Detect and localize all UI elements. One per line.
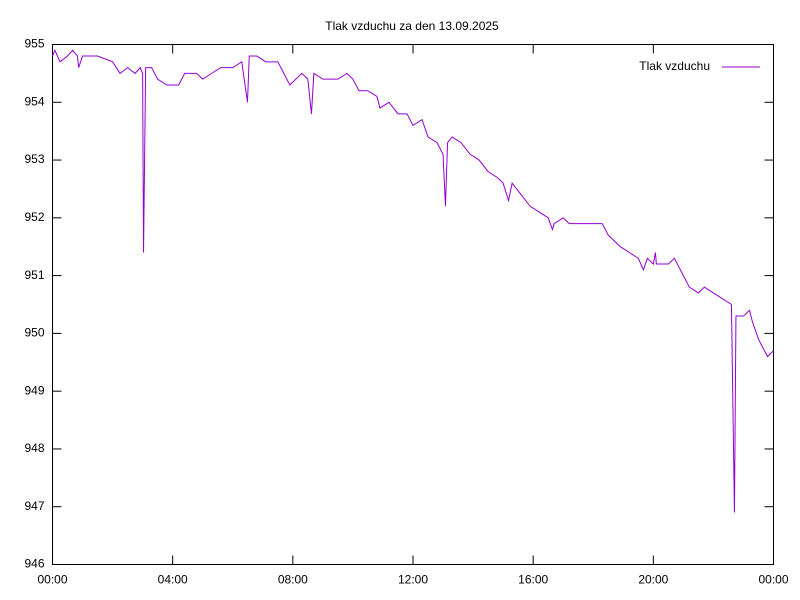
x-tick-label: 04:00 <box>158 573 188 587</box>
y-tick-label: 946 <box>24 557 44 571</box>
y-tick-label: 955 <box>24 37 44 51</box>
x-tick-label: 08:00 <box>278 573 308 587</box>
data-line <box>52 49 774 513</box>
chart-title: Tlak vzduchu za den 13.09.2025 <box>325 19 499 33</box>
y-tick-label: 953 <box>24 152 44 166</box>
x-tick-label: 00:00 <box>758 573 788 587</box>
y-tick-label: 948 <box>24 441 44 455</box>
y-tick-label: 947 <box>24 499 44 513</box>
y-tick-label: 954 <box>24 94 44 108</box>
y-tick-label: 950 <box>24 326 44 340</box>
y-tick-label: 952 <box>24 210 44 224</box>
x-tick-label: 12:00 <box>398 573 428 587</box>
x-tick-label: 00:00 <box>37 573 67 587</box>
x-tick-label: 20:00 <box>638 573 668 587</box>
y-tick-label: 949 <box>24 383 44 397</box>
x-tick-label: 16:00 <box>518 573 548 587</box>
legend-label: Tlak vzduchu <box>639 59 710 73</box>
y-tick-label: 951 <box>24 268 44 282</box>
